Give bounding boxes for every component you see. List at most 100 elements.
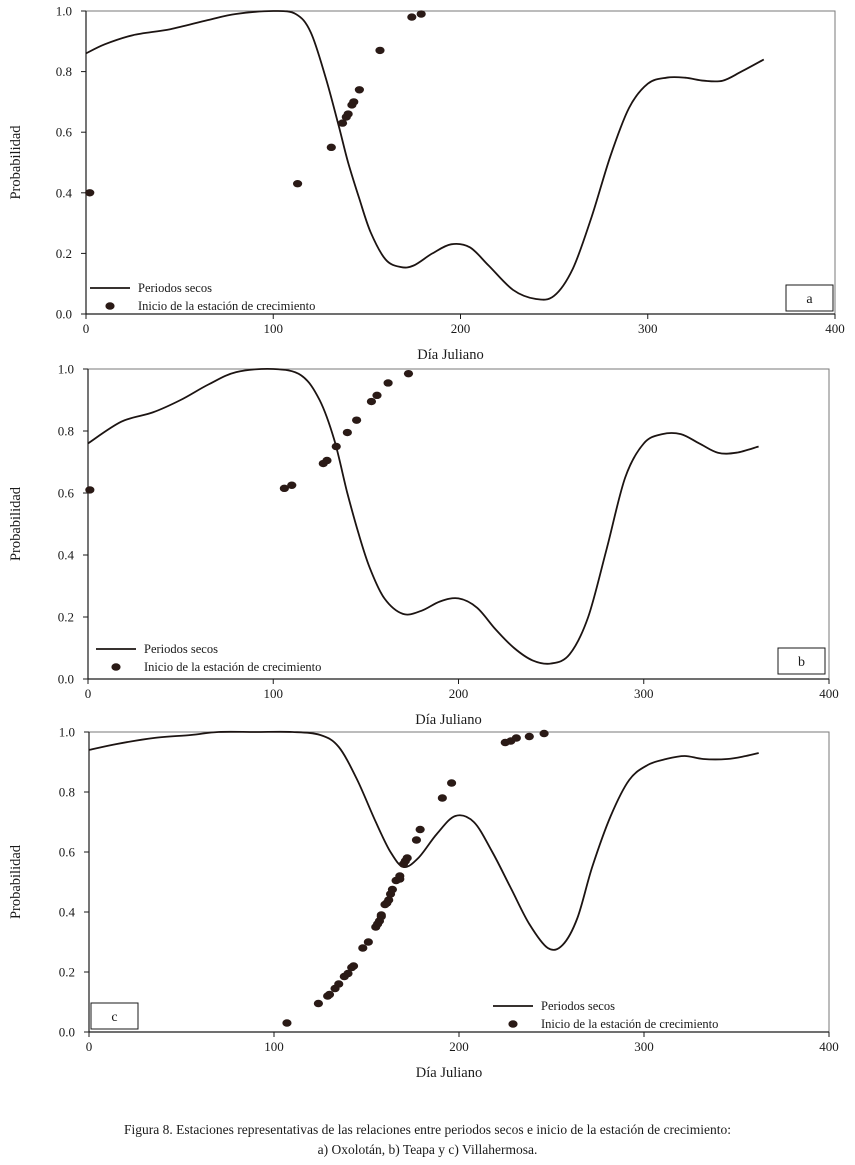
chart-legend: Periodos secos Inicio de la estación de c… <box>90 281 315 313</box>
growing-season-start-point <box>349 98 359 106</box>
y-tick-label: 0.6 <box>58 486 75 501</box>
dry-period-line <box>85 10 765 301</box>
y-tick-label: 0.0 <box>59 1025 75 1040</box>
chart-panel-b: 0 100 200 300 400 0.0 0.2 0.4 0.6 0.8 1.0 Día Julia… <box>8 362 839 729</box>
y-tick-label: 1.0 <box>58 362 74 377</box>
y-tick-label: 0.6 <box>56 125 73 140</box>
panel-label: b <box>798 655 805 670</box>
figure-caption-line-1: Figura 8. Estaciones representativas de … <box>124 1122 731 1137</box>
x-axis-label: Día Juliano <box>416 1065 482 1081</box>
growing-season-start-point <box>282 1019 292 1027</box>
growing-season-start-point <box>331 442 341 451</box>
growing-season-start-point <box>384 896 394 904</box>
x-tick-label: 100 <box>264 686 284 701</box>
plot-frame <box>88 731 830 1033</box>
x-tick-label: 200 <box>449 1039 469 1054</box>
x-tick-label: 400 <box>819 686 839 701</box>
growing-season-start-point <box>383 379 393 387</box>
y-tick-label: 0.8 <box>58 424 74 439</box>
chart-panel-a: 0 100 200 300 400 0.0 0.2 0.4 0.6 0.8 1.0 Día Julia… <box>8 4 845 364</box>
y-tick-label: 0.2 <box>58 610 74 625</box>
growing-season-start-point <box>403 369 414 378</box>
growing-season-start-point <box>411 836 422 844</box>
growing-season-start-point <box>324 990 335 999</box>
growing-season-start-point <box>322 456 332 465</box>
chart-legend: Periodos secos Inicio de la estación de c… <box>493 999 718 1031</box>
growing-season-start-point <box>407 13 417 21</box>
growing-season-start-point <box>85 486 95 494</box>
dry-period-line <box>88 730 759 951</box>
figure-8: 0 100 200 300 400 0.0 0.2 0.4 0.6 0.8 1.0 Día Julia… <box>8 4 845 1082</box>
y-tick-label: 0.4 <box>58 548 75 563</box>
x-axis-label: Día Juliano <box>415 712 481 728</box>
growing-season-start-point <box>372 391 382 400</box>
growing-season-start-point <box>313 999 323 1008</box>
growing-season-start-point <box>447 779 457 787</box>
growing-season-start-point <box>337 119 348 127</box>
y-tick-label: 0.8 <box>59 785 75 800</box>
growing-season-start-point <box>342 428 352 437</box>
y-tick-label: 0.2 <box>56 246 72 261</box>
panel-label: c <box>111 1010 117 1025</box>
growing-season-start-point <box>343 110 353 118</box>
y-tick-label: 0.6 <box>59 845 76 860</box>
panel-label-box <box>777 647 826 675</box>
legend-label-dry-periods: Periodos secos <box>144 642 218 656</box>
legend-label-growing-season: Inicio de la estación de crecimiento <box>144 660 321 674</box>
growing-season-start-point <box>352 416 362 424</box>
growing-season-start-point <box>395 872 405 880</box>
y-axis-label: Probabilidad <box>8 486 24 561</box>
x-tick-label: 300 <box>634 686 654 701</box>
growing-season-start-point <box>363 938 373 946</box>
growing-season-start-point <box>511 734 521 742</box>
growing-season-start-point <box>539 729 549 738</box>
growing-season-start-point <box>287 481 297 489</box>
y-tick-label: 0.4 <box>59 905 76 920</box>
growing-season-start-point <box>376 911 386 919</box>
x-tick-label: 200 <box>451 321 471 336</box>
plot-frame <box>85 10 836 315</box>
panel-label-box <box>90 1002 139 1030</box>
growing-season-start-point <box>402 854 412 862</box>
x-tick-label: 200 <box>449 686 469 701</box>
growing-season-start-point <box>292 180 303 188</box>
y-tick-label: 1.0 <box>56 4 72 19</box>
legend-label-growing-season: Inicio de la estación de crecimiento <box>541 1017 718 1031</box>
growing-season-start-point <box>279 484 289 493</box>
x-tick-label: 0 <box>86 1039 93 1054</box>
x-tick-label: 400 <box>825 321 845 336</box>
growing-season-start-point <box>354 86 364 94</box>
panel-label-box <box>785 284 834 312</box>
y-tick-label: 1.0 <box>59 725 75 740</box>
legend-dot-swatch <box>111 663 121 671</box>
growing-season-start-point <box>375 46 385 55</box>
x-tick-label: 400 <box>819 1039 839 1054</box>
panel-label: a <box>806 292 813 307</box>
growing-season-start-point <box>415 825 425 834</box>
legend-label-dry-periods: Periodos secos <box>541 999 615 1013</box>
y-tick-label: 0.8 <box>56 64 72 79</box>
growing-season-start-point <box>348 962 359 970</box>
x-tick-label: 0 <box>85 686 92 701</box>
y-tick-label: 0.4 <box>56 185 73 200</box>
chart-legend: Periodos secos Inicio de la estación de c… <box>96 642 321 674</box>
x-axis-label: Día Juliano <box>417 347 483 363</box>
growing-season-start-point <box>326 143 336 152</box>
growing-season-start-point <box>524 732 534 741</box>
growing-season-start-point <box>358 944 368 952</box>
y-axis-label: Probabilidad <box>8 125 24 200</box>
growing-season-start-point <box>416 10 426 18</box>
growing-season-start-point <box>334 980 344 988</box>
x-tick-label: 0 <box>83 321 90 336</box>
growing-season-start-point <box>366 397 377 406</box>
dry-period-line <box>87 367 759 665</box>
growing-season-start-point <box>85 189 95 197</box>
figure-caption-line-2: a) Oxolotán, b) Teapa y c) Villahermosa. <box>317 1142 538 1157</box>
y-tick-label: 0.2 <box>59 965 75 980</box>
y-tick-label: 0.0 <box>58 672 74 687</box>
legend-label-growing-season: Inicio de la estación de crecimiento <box>138 299 315 313</box>
x-tick-label: 100 <box>264 1039 284 1054</box>
plot-frame <box>87 368 830 680</box>
legend-dot-swatch <box>105 302 115 310</box>
chart-panel-c: 0 100 200 300 400 0.0 0.2 0.4 0.6 0.8 1.0 Día Julia… <box>8 725 839 1082</box>
